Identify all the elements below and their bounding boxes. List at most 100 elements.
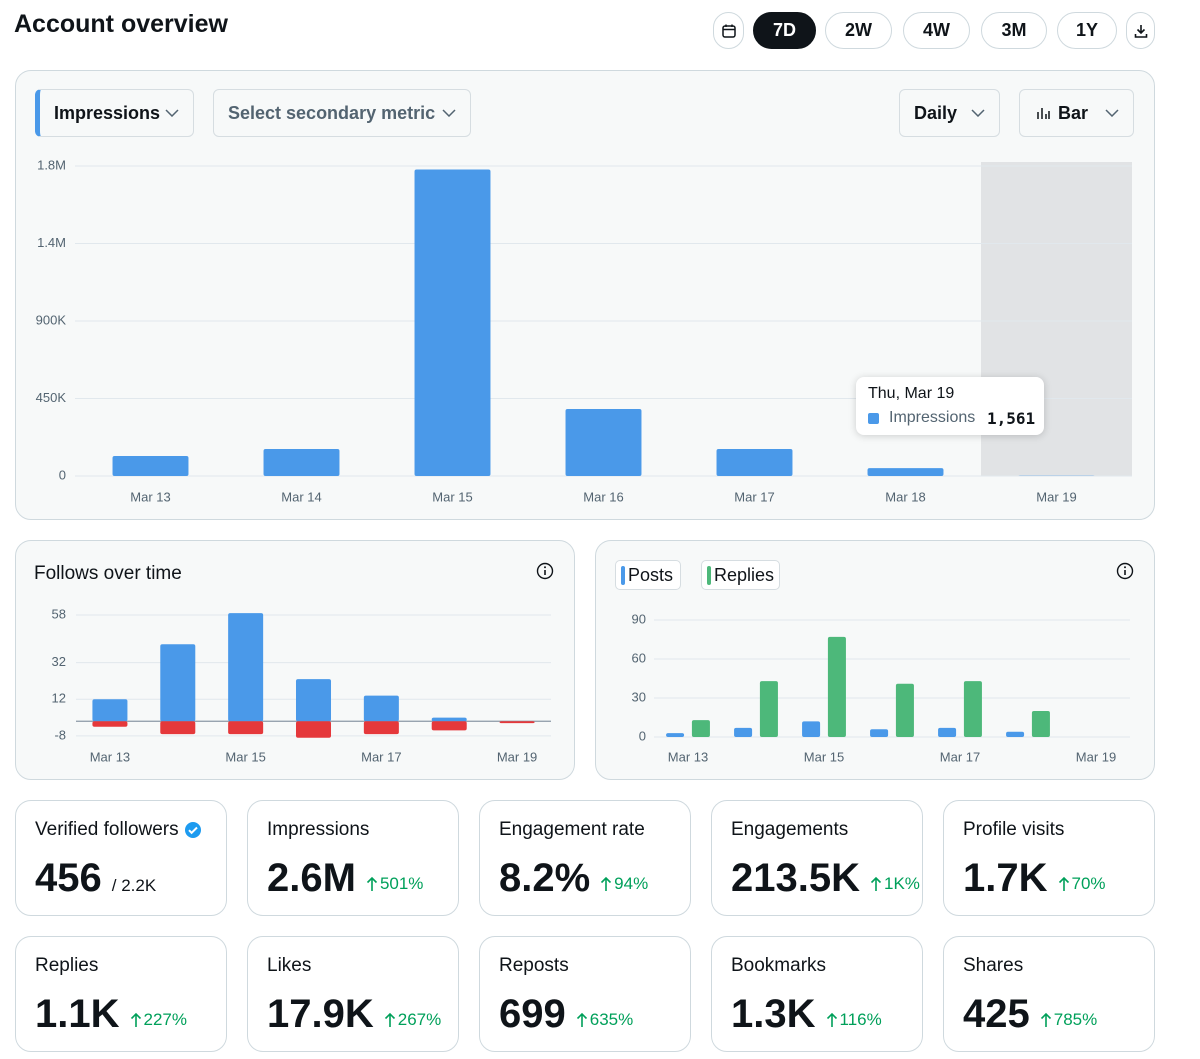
stat-value: 213.5K xyxy=(731,856,860,900)
posts-card xyxy=(595,540,1155,780)
up-arrow xyxy=(870,876,882,891)
stat-label: Impressions xyxy=(267,819,370,840)
y-tick-label: -8 xyxy=(54,727,66,742)
stat-value: 1.3K xyxy=(731,992,816,1036)
bar xyxy=(867,468,944,476)
calendar-button[interactable] xyxy=(713,12,744,49)
up-arrow xyxy=(1040,1012,1051,1027)
bar xyxy=(870,729,889,737)
stat-value: 456 xyxy=(35,856,102,900)
up-arrow xyxy=(384,1012,395,1027)
up-arrow xyxy=(826,1012,837,1027)
y-tick-label: 1.8M xyxy=(37,157,66,172)
bar xyxy=(228,613,264,722)
bar xyxy=(295,679,332,722)
chart-type-text: Bar xyxy=(1058,102,1089,123)
y-tick-label: 58 xyxy=(52,606,66,621)
stat-value: 17.9K xyxy=(267,992,374,1036)
stat-card: Engagement rate 8.2% 94% xyxy=(479,800,691,916)
stat-change: 227% xyxy=(130,1010,187,1030)
interval-dropdown[interactable]: Daily xyxy=(899,89,1000,137)
stat-label: Replies xyxy=(35,955,99,976)
legend-label: Replies xyxy=(714,564,775,585)
stat-value: 8.2% xyxy=(499,856,591,900)
secondary-dropdown[interactable]: Select secondary metric xyxy=(213,89,471,137)
stat-change: 70% xyxy=(1058,874,1106,894)
y-tick-label: 0 xyxy=(639,728,646,743)
stat-label: Reposts xyxy=(499,955,569,976)
stat-card: Impressions 2.6M 501% xyxy=(247,800,459,916)
bar xyxy=(363,695,399,722)
stat-change: 785% xyxy=(1040,1010,1097,1030)
bar xyxy=(963,681,982,737)
metric-dropdown[interactable]: Impressions xyxy=(35,89,194,137)
bar xyxy=(160,721,196,735)
x-tick-label: Mar 17 xyxy=(361,749,401,764)
stat-value: 2.6M xyxy=(267,856,356,900)
range-button[interactable]: 4W xyxy=(903,12,970,49)
download-button[interactable] xyxy=(1126,12,1155,49)
y-tick-label: 0 xyxy=(59,467,66,482)
y-tick-label: 12 xyxy=(52,691,66,706)
x-tick-label: Mar 14 xyxy=(281,489,321,504)
bar xyxy=(363,721,399,735)
stat-change-text: 267% xyxy=(397,1010,442,1029)
metric-text: Impressions xyxy=(54,102,161,123)
stat-value: 1.7K xyxy=(963,856,1048,900)
bar xyxy=(160,644,196,722)
legend-chip[interactable]: Replies xyxy=(701,560,780,590)
stat-label: Engagement rate xyxy=(499,819,645,840)
interval-text: Daily xyxy=(914,102,958,123)
stat-card: Replies 1.1K 227% xyxy=(15,936,227,1052)
range-button[interactable]: 3M xyxy=(981,12,1047,49)
up-arrow xyxy=(366,876,378,891)
range-button[interactable]: 1Y xyxy=(1057,12,1117,49)
bar xyxy=(802,721,821,737)
bar xyxy=(734,727,753,737)
bar xyxy=(1031,711,1050,737)
y-tick-label: 60 xyxy=(632,650,646,665)
stat-value: 1.1K xyxy=(35,992,120,1036)
follows-title: Follows over time xyxy=(34,563,182,584)
follows-card xyxy=(15,540,575,780)
stat-label: Shares xyxy=(963,955,1024,976)
x-tick-label: Mar 16 xyxy=(583,489,623,504)
stat-change-text: 1K% xyxy=(883,874,920,893)
bar xyxy=(92,699,128,722)
range-button[interactable]: 2W xyxy=(825,12,892,49)
bar xyxy=(666,733,685,737)
charts: 0 450K 900K 1.4M 1.8M Mar 13 Mar 14 Mar 15 Mar 1… xyxy=(36,157,1132,764)
bar xyxy=(295,721,332,738)
range-button[interactable]: 7D xyxy=(753,12,816,49)
verified-badge xyxy=(184,822,201,838)
stat-change-text: 635% xyxy=(589,1010,634,1029)
bar xyxy=(691,720,710,737)
legend-chip[interactable]: Posts xyxy=(615,560,681,590)
bar xyxy=(759,681,778,737)
secondary-text: Select secondary metric xyxy=(228,102,436,123)
info-icon[interactable] xyxy=(535,561,555,581)
info-icon[interactable] xyxy=(1115,561,1135,581)
bar xyxy=(1006,731,1025,737)
stat-change: 267% xyxy=(384,1010,441,1030)
bar xyxy=(565,409,642,476)
chart-type-dropdown[interactable]: Bar xyxy=(1019,89,1134,137)
y-tick-label: 900K xyxy=(36,312,67,327)
stat-change-text: 501% xyxy=(379,874,424,893)
bar xyxy=(112,456,189,476)
up-arrow xyxy=(1058,876,1069,891)
up-arrow xyxy=(576,1012,587,1027)
bar xyxy=(938,727,957,737)
bar xyxy=(431,721,467,731)
stat-change-text: 785% xyxy=(1053,1010,1098,1029)
stat-label: Profile visits xyxy=(963,819,1065,840)
legend-swatch xyxy=(621,566,625,585)
x-tick-label: Mar 15 xyxy=(432,489,472,504)
stat-change: 635% xyxy=(576,1010,633,1030)
x-tick-label: Mar 15 xyxy=(804,749,844,764)
y-tick-label: 450K xyxy=(36,390,67,405)
y-tick-label: 30 xyxy=(632,689,646,704)
stat-card: Verified followers 456 / 2.2K xyxy=(15,800,227,916)
x-tick-label: Mar 17 xyxy=(940,749,980,764)
x-tick-label: Mar 19 xyxy=(1036,489,1076,504)
